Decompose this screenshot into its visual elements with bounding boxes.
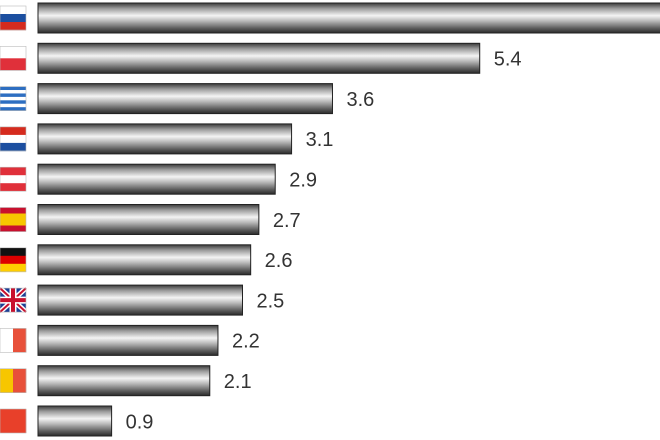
flag-part: [0, 14, 26, 23]
bar: [37, 123, 293, 155]
flag-part: [0, 46, 26, 59]
value-label: 2.7: [273, 210, 301, 232]
flag-icon: [0, 207, 27, 232]
bar: [37, 204, 260, 235]
flag-icon: [0, 408, 27, 434]
flag-part: [0, 219, 26, 226]
value-label: 2.5: [257, 290, 285, 312]
flag-icon: [0, 166, 27, 192]
flag-part: [13, 368, 27, 393]
flags: [0, 5, 28, 434]
flag-border: [0, 126, 27, 152]
value-label: 5.4: [494, 49, 522, 71]
flag-part: [0, 175, 26, 184]
bar: [37, 163, 276, 195]
bar: [37, 83, 333, 115]
flag-border: [0, 166, 27, 192]
flag-part: [0, 86, 26, 91]
flag-icon: [0, 5, 27, 31]
value-label: 2.2: [232, 331, 260, 353]
value-label: 0.9: [126, 411, 154, 433]
flag-part: [0, 134, 26, 144]
bar: [37, 244, 252, 276]
value-label: 2.6: [265, 250, 293, 272]
flag-part: [0, 409, 27, 433]
value-label: 3.6: [346, 89, 374, 111]
flag-icon: [0, 286, 28, 314]
flag-part: [13, 328, 27, 353]
flag-icon: [0, 328, 27, 353]
flag-part: [0, 96, 26, 101]
flag-part: [0, 103, 26, 108]
value-label: 2.1: [224, 371, 252, 393]
bar: [37, 324, 219, 356]
flag-border: [0, 408, 27, 434]
value-label: 2.9: [289, 169, 317, 191]
flag-border: [0, 5, 27, 31]
flag-part: [0, 58, 26, 71]
flag-part: [0, 100, 26, 105]
flag-border: [0, 287, 27, 313]
flag-border: [0, 368, 27, 394]
flag-icon: [0, 126, 27, 152]
bar: [37, 42, 481, 74]
flag-part: [0, 183, 26, 192]
bar: [37, 2, 660, 34]
flag-part: [0, 6, 26, 15]
flag-border: [0, 86, 27, 111]
flag-part: [0, 213, 26, 220]
flag-icon: [0, 247, 27, 273]
flag-part: [0, 22, 26, 31]
flag-border: [0, 247, 27, 273]
flag-part: [0, 167, 26, 176]
bar: [37, 284, 243, 316]
flag-part: [0, 368, 14, 393]
flag-part: [0, 328, 14, 353]
flag-icon: [0, 368, 27, 394]
flag-part: [0, 247, 26, 257]
flag-part: [0, 263, 26, 273]
flag-part: [0, 207, 26, 214]
flag-part: [0, 93, 26, 98]
flag-part: [0, 142, 26, 152]
value-label: 3.1: [306, 129, 334, 151]
flag-icon: [0, 45, 27, 71]
bars: 5.4 3.6 3.1 2.9 2.7 2.6 2.5 2.2 2.1 0.9: [37, 2, 660, 437]
flag-part: [0, 126, 26, 136]
flag-part: [0, 107, 26, 111]
bar: [37, 365, 211, 397]
flag-part: [0, 90, 26, 94]
flag-part: [0, 288, 26, 313]
flag-border: [0, 207, 27, 232]
flag-border: [0, 45, 27, 71]
bar: [37, 405, 113, 437]
flag-part: [0, 255, 26, 265]
flag-border: [0, 328, 27, 353]
flag-part: [0, 225, 26, 232]
flag-icon: [0, 86, 27, 111]
